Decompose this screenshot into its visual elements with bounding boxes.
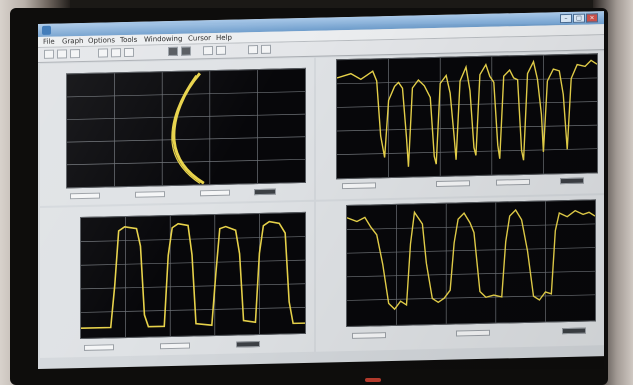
brand-logo [365, 378, 381, 382]
x-max-field[interactable] [135, 191, 165, 198]
minimize-button[interactable]: – [560, 13, 572, 24]
pointer-icon[interactable] [44, 49, 54, 59]
app-window: – □ × File Graph Options Tools Windowing… [38, 11, 604, 369]
undo-icon[interactable] [248, 45, 258, 55]
menu-cursor[interactable]: Cursor [188, 34, 212, 43]
menu-windowing[interactable]: Windowing [144, 34, 183, 44]
redo-icon[interactable] [261, 44, 271, 54]
menu-help[interactable]: Help [216, 33, 232, 42]
plot-panel-bottom-right [316, 195, 604, 352]
x-min-field[interactable] [84, 344, 114, 351]
axis-button[interactable] [236, 340, 260, 348]
trace-curve [337, 59, 597, 167]
check-icon[interactable] [216, 45, 226, 55]
plot-panel-bottom-left [40, 201, 314, 358]
close-button[interactable]: × [586, 13, 598, 23]
trace-curve [172, 72, 205, 185]
cursor-field[interactable] [496, 178, 530, 186]
grid-icon[interactable] [124, 47, 134, 58]
menu-options[interactable]: Options [88, 36, 116, 45]
plot-area-top-right[interactable] [336, 53, 598, 180]
pan-icon[interactable] [70, 49, 80, 59]
color-icon[interactable] [168, 46, 178, 57]
cursor-field[interactable] [200, 189, 230, 197]
axis-button[interactable] [254, 188, 276, 196]
plot-area-bottom-left[interactable] [80, 211, 306, 340]
x-min-field[interactable] [342, 182, 376, 190]
plot-area-top-left[interactable] [66, 67, 306, 189]
menu-file[interactable]: File [43, 37, 55, 46]
x-max-field[interactable] [456, 329, 490, 337]
x-max-field[interactable] [160, 342, 190, 350]
maximize-button[interactable]: □ [573, 13, 585, 23]
app-icon [42, 25, 51, 35]
print-icon[interactable] [203, 46, 213, 56]
trace-curve [347, 208, 595, 311]
autoscale-icon[interactable] [98, 48, 108, 58]
plot-panel-top-right [316, 51, 604, 200]
export-icon[interactable] [181, 46, 191, 56]
trace-curve [81, 220, 305, 329]
x-min-field[interactable] [352, 332, 386, 339]
menu-graph[interactable]: Graph [62, 36, 84, 46]
axis-button[interactable] [562, 327, 586, 335]
plot-area-bottom-right[interactable] [346, 199, 596, 328]
x-min-field[interactable] [70, 192, 100, 200]
x-max-field[interactable] [436, 180, 470, 187]
cursor-icon[interactable] [111, 48, 121, 58]
zoom-icon[interactable] [57, 49, 67, 59]
menu-tools[interactable]: Tools [120, 35, 138, 45]
plot-panel-top-left [40, 57, 314, 206]
axis-button[interactable] [560, 177, 584, 185]
